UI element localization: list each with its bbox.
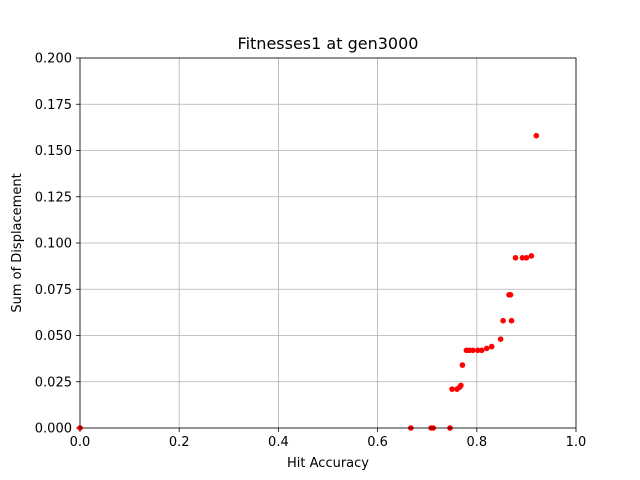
y-tick-label: 0.100	[35, 237, 72, 252]
x-tick-label: 0.6	[367, 435, 388, 450]
data-point	[488, 343, 495, 350]
y-axis-label: Sum of Displacement	[10, 173, 25, 312]
y-tick-label: 0.175	[35, 98, 72, 113]
x-tick-label: 0.8	[466, 435, 487, 450]
data-point	[523, 254, 530, 261]
grid	[79, 57, 577, 429]
data-points	[77, 132, 540, 431]
data-point	[497, 336, 504, 343]
chart-title: Fitnesses1 at gen3000	[238, 34, 419, 53]
data-point	[470, 347, 476, 354]
y-tick-label: 0.125	[35, 190, 72, 205]
data-point	[483, 345, 490, 352]
y-tick-label: 0.050	[35, 329, 72, 344]
x-tick-label: 0.4	[268, 435, 289, 450]
plot-frame	[79, 57, 577, 429]
y-tick-label: 0.200	[35, 52, 72, 67]
y-tick-label: 0.150	[35, 144, 72, 159]
y-tick-label: 0.025	[35, 375, 72, 390]
y-tick-label: 0.000	[35, 422, 72, 437]
data-point	[533, 132, 540, 139]
x-tick-label: 1.0	[566, 435, 587, 450]
data-point	[449, 386, 455, 392]
data-point	[474, 347, 481, 354]
data-point	[519, 254, 526, 261]
data-point	[458, 382, 464, 389]
data-point	[500, 317, 506, 324]
data-point	[512, 254, 519, 261]
x-tick-label: 0.2	[169, 435, 190, 450]
data-point	[528, 253, 535, 259]
x-tick-label: 0.0	[70, 435, 91, 450]
x-axis-label: Hit Accuracy	[287, 456, 369, 471]
y-tick-label: 0.075	[35, 283, 72, 298]
data-point	[507, 292, 514, 298]
data-point	[459, 362, 466, 368]
data-point	[478, 347, 485, 354]
data-point	[508, 317, 515, 324]
axis-ticks: 0.0 0.2 0.4 0.6 0.8 1.0 0.000 0.025 0.050 0.075 0.…	[35, 52, 587, 451]
